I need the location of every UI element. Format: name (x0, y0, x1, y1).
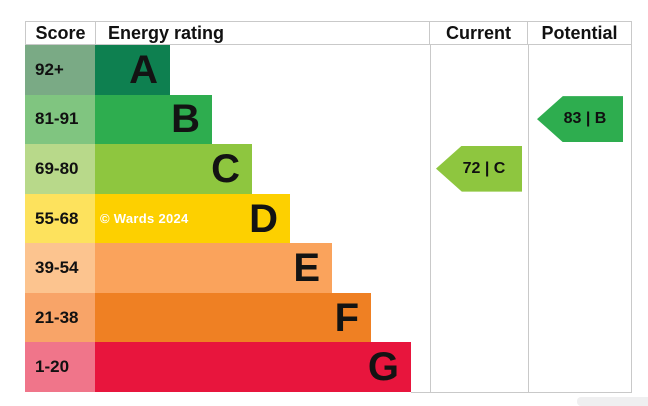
band-row-f: 21-38 F (25, 292, 632, 343)
score-range-b: 81-91 (25, 94, 95, 145)
score-range-a: 92+ (25, 45, 95, 95)
rating-bar-a: A (95, 45, 170, 95)
rating-bar-e: E (95, 243, 332, 293)
rating-bar-c: C (95, 144, 252, 194)
header-potential: Potential (527, 22, 631, 44)
rating-letter-c: C (211, 146, 240, 191)
score-range-e: 39-54 (25, 243, 95, 293)
rating-letter-d: D (249, 196, 278, 241)
band-row-b: 81-91 B (25, 94, 632, 145)
table-bottom-border (411, 392, 632, 393)
rating-bar-d: D (95, 193, 290, 244)
rating-letter-f: F (334, 295, 359, 340)
band-row-g: 1-20 G (25, 342, 632, 393)
column-divider-current-left (430, 45, 431, 393)
column-divider-current-right (528, 45, 529, 393)
header-current: Current (429, 22, 527, 44)
score-range-f: 21-38 (25, 292, 95, 343)
band-row-e: 39-54 E (25, 243, 632, 293)
score-range-g: 1-20 (25, 342, 95, 393)
rating-letter-a: A (129, 47, 158, 92)
band-rows: 92+ A 81-91 B 69-80 C 55-68 D 39-54 E 21-38 F 1-20 G (25, 45, 632, 393)
rating-bar-f: F (95, 292, 371, 343)
score-range-d: 55-68 (25, 193, 95, 244)
rating-letter-e: E (293, 246, 320, 291)
band-row-a: 92+ A (25, 45, 632, 95)
score-range-c: 69-80 (25, 144, 95, 194)
header-score: Score (35, 22, 86, 43)
copyright-watermark: © Wards 2024 (100, 210, 189, 226)
epc-table: Score Energy rating Current Potential 92… (25, 21, 632, 393)
rating-letter-g: G (367, 345, 399, 390)
potential-rating-arrow: 83 | B (537, 96, 623, 143)
header-energy-rating: Energy rating (95, 22, 429, 44)
band-row-d: 55-68 D (25, 193, 632, 244)
rating-bar-g: G (95, 342, 411, 393)
column-divider-potential-right (631, 45, 632, 393)
band-row-c: 69-80 C (25, 144, 632, 194)
header-row: Score Energy rating Current Potential (25, 21, 632, 45)
watermark-remnant (577, 397, 648, 406)
rating-bar-b: B (95, 94, 212, 145)
current-rating-label: 72 | C (462, 159, 506, 177)
potential-rating-label: 83 | B (563, 110, 607, 128)
rating-letter-b: B (171, 97, 200, 142)
